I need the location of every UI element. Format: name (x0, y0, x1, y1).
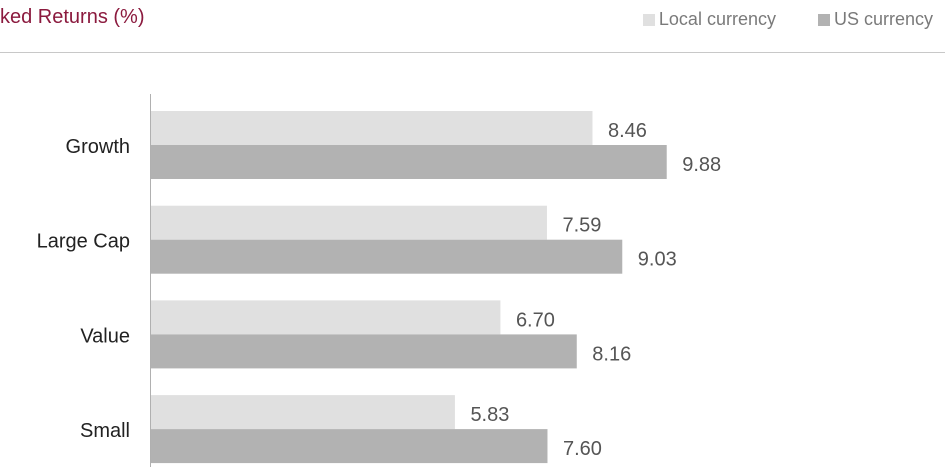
legend-item-us: US currency (817, 9, 933, 30)
bar-small-local (150, 395, 455, 430)
data-label-large-cap-us: 9.03 (638, 249, 677, 271)
legend-label-local: Local currency (658, 9, 776, 29)
data-label-small-local: 5.83 (470, 404, 509, 426)
category-label-small: Small (80, 420, 130, 442)
bar-value-us (150, 334, 577, 369)
category-label-growth: Growth (66, 136, 130, 158)
legend-swatch-local (642, 13, 655, 26)
bar-large-cap-local (150, 205, 547, 240)
data-label-small-us: 7.60 (563, 438, 602, 460)
category-label-value: Value (80, 325, 130, 347)
data-label-value-us: 8.16 (592, 343, 631, 365)
data-label-growth-local: 8.46 (608, 120, 647, 142)
data-label-growth-us: 9.88 (682, 154, 721, 176)
header-divider (0, 52, 945, 53)
chart-title: ked Returns (%) (0, 6, 145, 28)
legend: Local currency US currency (601, 9, 933, 30)
legend-label-us: US currency (833, 9, 933, 29)
data-label-value-local: 6.70 (516, 309, 555, 331)
legend-swatch-us (817, 13, 830, 26)
bar-small-us (150, 429, 548, 464)
legend-item-local: Local currency (642, 9, 776, 30)
category-label-large-cap: Large Cap (37, 231, 130, 253)
data-label-large-cap-local: 7.59 (562, 215, 601, 237)
bar-value-local (150, 300, 501, 335)
bar-growth-local (150, 111, 593, 145)
bar-large-cap-us (150, 239, 623, 274)
bar-growth-us (150, 145, 667, 179)
